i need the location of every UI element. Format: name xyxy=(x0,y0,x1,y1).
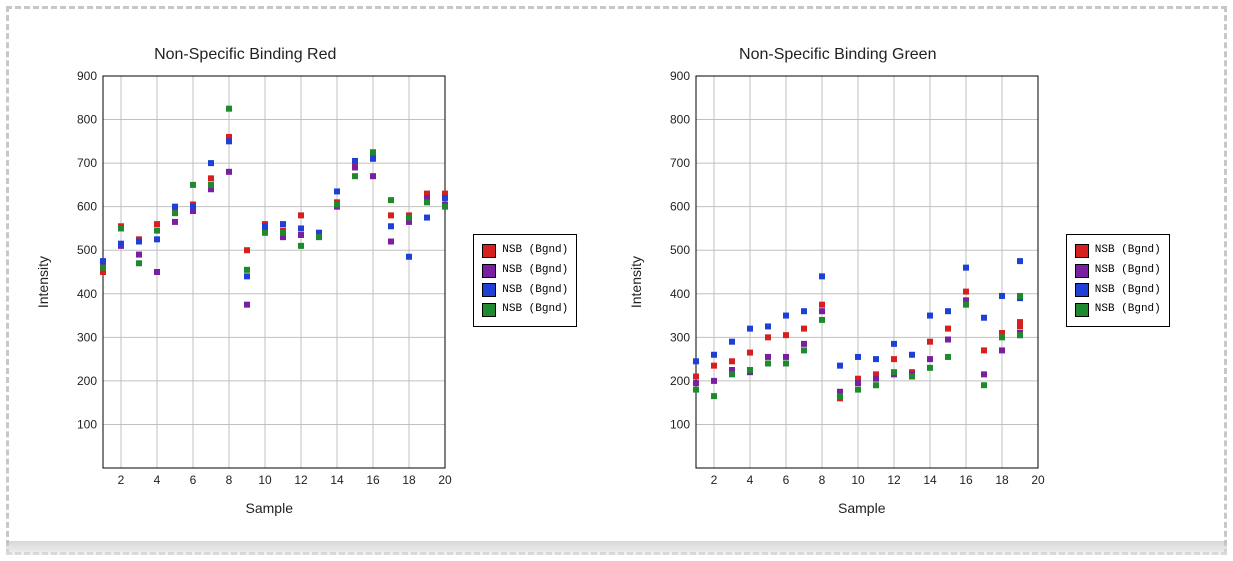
plot-wrap-green: 100 200 300 400 500 600 700 800 900 2 4 6 8 10 12 14 16 1… xyxy=(648,68,1048,498)
legend-label: NSB (Bgnd) xyxy=(502,300,568,320)
legend-item: NSB (Bgnd) xyxy=(1075,281,1161,301)
svg-text:16: 16 xyxy=(367,473,381,487)
legend-swatch xyxy=(482,303,496,317)
svg-text:800: 800 xyxy=(77,112,97,126)
svg-text:100: 100 xyxy=(77,417,97,431)
svg-text:10: 10 xyxy=(259,473,273,487)
legend-item: NSB (Bgnd) xyxy=(1075,261,1161,281)
legend-label: NSB (Bgnd) xyxy=(502,261,568,281)
svg-text:2: 2 xyxy=(710,473,717,487)
svg-text:600: 600 xyxy=(670,199,690,213)
svg-text:6: 6 xyxy=(782,473,789,487)
legend-swatch xyxy=(482,283,496,297)
panel-green: Non-Specific Binding Green Intensity 100… xyxy=(628,31,1198,531)
svg-text:18: 18 xyxy=(403,473,417,487)
legend-green: NSB (Bgnd)NSB (Bgnd)NSB (Bgnd)NSB (Bgnd) xyxy=(1066,234,1170,327)
legend-swatch xyxy=(1075,283,1089,297)
svg-text:700: 700 xyxy=(670,156,690,170)
legend-swatch xyxy=(1075,303,1089,317)
svg-text:12: 12 xyxy=(887,473,901,487)
svg-text:2: 2 xyxy=(118,473,125,487)
svg-text:20: 20 xyxy=(1031,473,1045,487)
legend-label: NSB (Bgnd) xyxy=(1095,281,1161,301)
legend-swatch xyxy=(482,244,496,258)
legend-red: NSB (Bgnd)NSB (Bgnd)NSB (Bgnd)NSB (Bgnd) xyxy=(473,234,577,327)
svg-text:400: 400 xyxy=(77,286,97,300)
svg-text:500: 500 xyxy=(670,243,690,257)
legend-swatch xyxy=(1075,244,1089,258)
svg-text:300: 300 xyxy=(77,330,97,344)
chart-ylabel-green: Intensity xyxy=(628,256,644,308)
legend-item: NSB (Bgnd) xyxy=(1075,241,1161,261)
svg-text:8: 8 xyxy=(818,473,825,487)
svg-text:4: 4 xyxy=(746,473,753,487)
panels-row: Non-Specific Binding Red Intensity 100 20… xyxy=(24,24,1209,537)
panel-red: Non-Specific Binding Red Intensity 100 20… xyxy=(35,31,605,531)
svg-text:8: 8 xyxy=(226,473,233,487)
legend-swatch xyxy=(1075,264,1089,278)
legend-item: NSB (Bgnd) xyxy=(482,261,568,281)
svg-text:12: 12 xyxy=(295,473,309,487)
svg-text:200: 200 xyxy=(77,373,97,387)
chart-block-red: Non-Specific Binding Red Intensity 100 20… xyxy=(35,46,455,516)
chart-title-red: Non-Specific Binding Red xyxy=(154,46,336,64)
svg-text:4: 4 xyxy=(154,473,161,487)
chart-title-green: Non-Specific Binding Green xyxy=(739,46,936,64)
legend-label: NSB (Bgnd) xyxy=(1095,300,1161,320)
chart-ylabel-red: Intensity xyxy=(35,256,51,308)
svg-text:14: 14 xyxy=(331,473,345,487)
legend-item: NSB (Bgnd) xyxy=(482,300,568,320)
legend-item: NSB (Bgnd) xyxy=(482,281,568,301)
chart-block-green: Non-Specific Binding Green Intensity 100… xyxy=(628,46,1048,516)
svg-text:100: 100 xyxy=(670,417,690,431)
svg-text:20: 20 xyxy=(439,473,453,487)
svg-text:700: 700 xyxy=(77,156,97,170)
svg-text:600: 600 xyxy=(77,199,97,213)
svg-text:400: 400 xyxy=(670,286,690,300)
svg-text:6: 6 xyxy=(190,473,197,487)
svg-text:500: 500 xyxy=(77,243,97,257)
svg-text:16: 16 xyxy=(959,473,973,487)
chart-xlabel-green: Sample xyxy=(838,500,885,516)
plot-wrap-red: 100 200 300 400 500 600 700 800 900 2 4 6 8 10 12 14 16 1… xyxy=(55,68,455,498)
svg-text:10: 10 xyxy=(851,473,865,487)
scatter-plot-red: 100 200 300 400 500 600 700 800 900 2 4 6 8 10 12 14 16 1… xyxy=(55,68,455,498)
legend-label: NSB (Bgnd) xyxy=(1095,241,1161,261)
legend-label: NSB (Bgnd) xyxy=(502,241,568,261)
legend-label: NSB (Bgnd) xyxy=(502,281,568,301)
svg-text:900: 900 xyxy=(77,69,97,83)
svg-text:200: 200 xyxy=(670,373,690,387)
legend-item: NSB (Bgnd) xyxy=(1075,300,1161,320)
svg-text:300: 300 xyxy=(670,330,690,344)
svg-text:14: 14 xyxy=(923,473,937,487)
svg-text:18: 18 xyxy=(995,473,1009,487)
legend-label: NSB (Bgnd) xyxy=(1095,261,1161,281)
svg-text:900: 900 xyxy=(670,69,690,83)
scatter-plot-green: 100 200 300 400 500 600 700 800 900 2 4 6 8 10 12 14 16 1… xyxy=(648,68,1048,498)
legend-swatch xyxy=(482,264,496,278)
chart-xlabel-red: Sample xyxy=(246,500,293,516)
svg-text:800: 800 xyxy=(670,112,690,126)
legend-item: NSB (Bgnd) xyxy=(482,241,568,261)
report-frame: Non-Specific Binding Red Intensity 100 20… xyxy=(0,0,1233,561)
